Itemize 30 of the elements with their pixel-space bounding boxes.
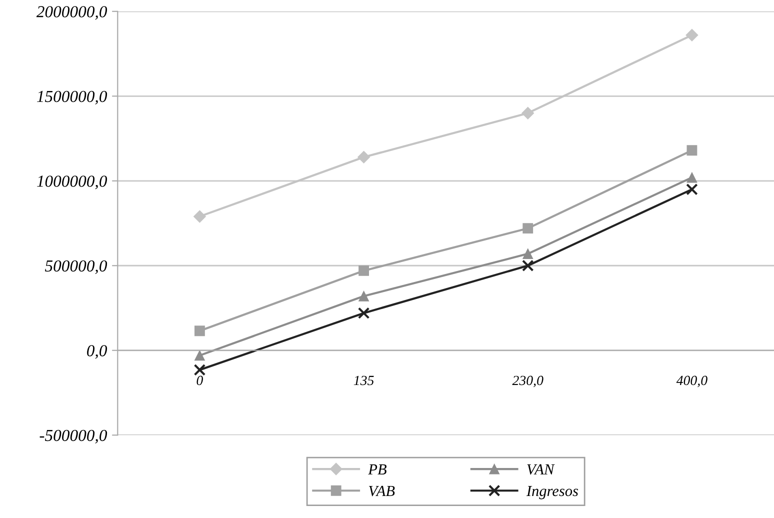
point — [686, 172, 698, 183]
point — [522, 106, 534, 120]
point — [194, 364, 206, 376]
y-tick-label: 1500000,0 — [36, 90, 108, 104]
x-tick-label: 0 — [196, 376, 203, 386]
x-tick-label: 230,0 — [512, 376, 544, 388]
legend-label: VAN — [527, 464, 555, 475]
x-tick-label: 135 — [354, 376, 374, 386]
y-tick-label: 1000000,0 — [36, 176, 108, 190]
y-tick-label: 0,0 — [87, 345, 108, 359]
point — [358, 150, 370, 164]
point — [194, 326, 205, 336]
point — [522, 260, 534, 272]
point — [686, 183, 698, 196]
point — [358, 266, 369, 276]
point — [193, 210, 206, 223]
point — [686, 145, 698, 156]
point — [194, 350, 205, 361]
y-tick-label: -500000,0 — [40, 430, 108, 444]
legend-label: VAB — [368, 486, 395, 496]
point — [358, 307, 370, 319]
legend-label: Ingresos — [526, 486, 578, 500]
point — [522, 248, 534, 259]
point — [686, 28, 698, 42]
point — [522, 223, 534, 234]
y-tick-label: 500000,0 — [44, 260, 108, 274]
legend-label: PB — [368, 464, 386, 474]
x-tick-label: 400,0 — [676, 376, 708, 388]
point — [358, 290, 369, 302]
y-tick-label: 2000000,0 — [36, 6, 108, 20]
